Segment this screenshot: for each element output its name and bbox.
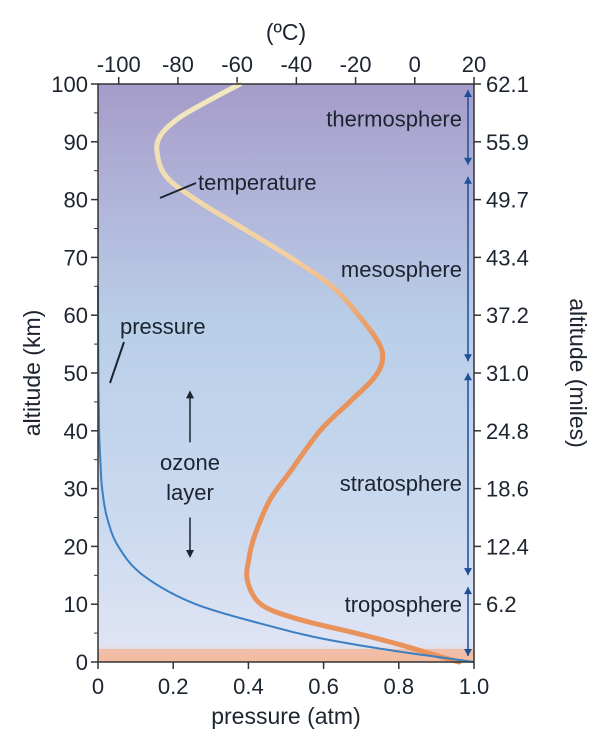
bottom-tick-label: 0.8	[384, 674, 415, 699]
ozone-label-line2: layer	[166, 480, 214, 505]
layer-label-stratosphere: stratosphere	[340, 471, 462, 496]
layer-arrowhead-down	[464, 157, 472, 165]
layer-arrowhead-down	[464, 354, 472, 362]
surface-band	[98, 649, 474, 662]
ozone-arrowhead-down	[186, 549, 194, 558]
ozone-label-line1: ozone	[160, 450, 220, 475]
top-tick-label: 0	[409, 52, 421, 77]
layer-label-troposphere: troposphere	[345, 592, 462, 617]
bottom-tick-label: 0.2	[158, 674, 189, 699]
layer-arrowhead-down	[464, 649, 472, 656]
left-tick-label: 0	[76, 650, 88, 675]
layer-label-mesosphere: mesosphere	[341, 257, 462, 282]
layer-arrowhead-up	[464, 176, 472, 184]
top-tick-label: -20	[340, 52, 372, 77]
left-tick-label: 40	[64, 419, 88, 444]
left-tick-label: 70	[64, 245, 88, 270]
right-tick-label: 12.4	[486, 534, 529, 559]
top-axis-title: (ºC)	[266, 19, 306, 45]
plot-background	[98, 84, 474, 662]
layer-arrowhead-up	[464, 587, 472, 595]
left-tick-label: 10	[64, 592, 88, 617]
bottom-tick-label: 0	[92, 674, 104, 699]
left-tick-label: 60	[64, 303, 88, 328]
top-tick-label: -80	[162, 52, 194, 77]
right-tick-label: 43.4	[486, 245, 529, 270]
temperature-leader	[159, 182, 197, 199]
right-tick-label: 55.9	[486, 130, 529, 155]
left-tick-label: 100	[51, 72, 88, 97]
right-tick-label: 31.0	[486, 361, 529, 386]
temperature-curve	[154, 81, 462, 665]
layer-arrowhead-down	[464, 568, 472, 576]
left-axis-title: altitude (km)	[19, 310, 45, 437]
left-tick-label: 90	[64, 130, 88, 155]
right-tick-label: 18.6	[486, 477, 529, 502]
left-tick-label: 30	[64, 477, 88, 502]
temperature-annotation: temperature	[198, 170, 317, 195]
layer-arrowhead-up	[464, 373, 472, 381]
bottom-tick-label: 1.0	[459, 674, 490, 699]
top-tick-label: 20	[462, 52, 486, 77]
top-tick-label: -100	[97, 52, 141, 77]
right-tick-label: 37.2	[486, 303, 529, 328]
ozone-arrowhead-up	[186, 390, 194, 399]
layer-arrowhead-up	[464, 90, 472, 97]
top-tick-label: -40	[280, 52, 312, 77]
right-axis-title: altitude (miles)	[565, 298, 591, 448]
bottom-tick-label: 0.6	[308, 674, 339, 699]
layer-label-thermosphere: thermosphere	[326, 107, 462, 132]
pressure-leader	[109, 341, 125, 384]
right-tick-label: 49.7	[486, 188, 529, 213]
pressure-annotation: pressure	[120, 314, 206, 339]
left-tick-label: 20	[64, 534, 88, 559]
right-tick-label: 24.8	[486, 419, 529, 444]
right-tick-label: 62.1	[486, 72, 529, 97]
left-tick-label: 50	[64, 361, 88, 386]
right-tick-label: 6.2	[486, 592, 517, 617]
bottom-axis-title: pressure (atm)	[211, 703, 361, 729]
left-tick-label: 80	[64, 188, 88, 213]
top-tick-label: -60	[221, 52, 253, 77]
bottom-tick-label: 0.4	[233, 674, 264, 699]
